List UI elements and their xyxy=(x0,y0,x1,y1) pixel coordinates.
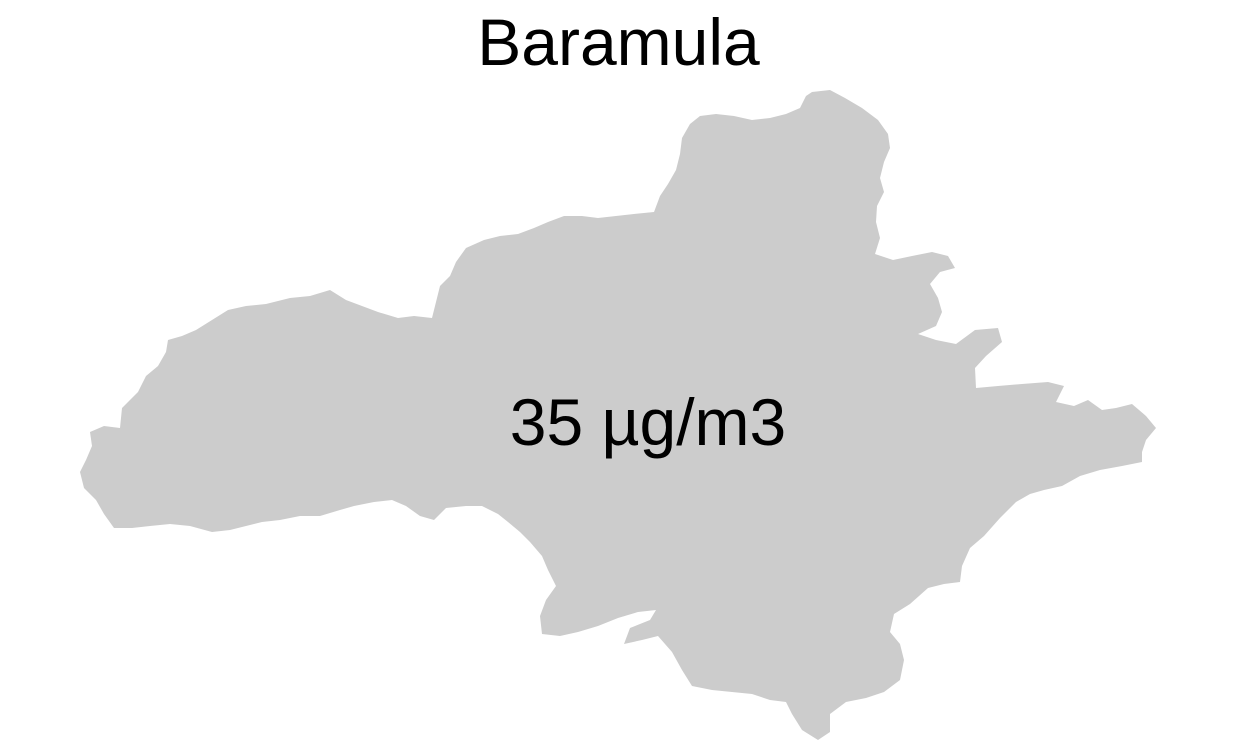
region-value-label: 35 µg/m3 xyxy=(509,385,787,459)
map-title: Baramula xyxy=(477,5,760,79)
district-shape xyxy=(80,90,1156,740)
